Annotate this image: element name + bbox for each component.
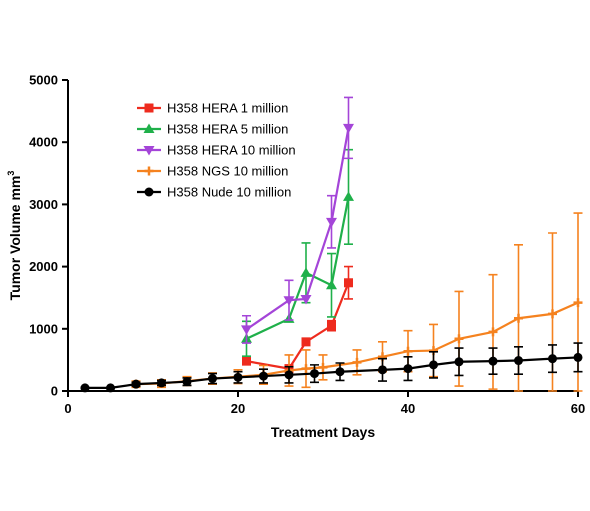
legend-item: H358 HERA 10 million xyxy=(137,143,296,158)
series xyxy=(80,342,583,393)
axes: 0 1000 2000 3000 4000 5000 0 20 40 60 xyxy=(29,73,585,417)
data-point xyxy=(548,309,557,319)
y-axis-title: Tumor Volume mm3 xyxy=(6,171,23,301)
x-tick-label: 40 xyxy=(401,401,415,416)
data-point xyxy=(573,352,583,362)
data-point xyxy=(429,360,438,370)
data-point xyxy=(514,356,523,366)
data-point xyxy=(144,103,154,113)
data-point xyxy=(182,377,192,387)
series xyxy=(241,148,354,357)
data-point xyxy=(378,365,387,375)
legend-label: H358 HERA 5 million xyxy=(167,122,288,137)
data-point xyxy=(573,298,583,308)
data-point xyxy=(283,296,295,306)
data-point xyxy=(343,191,354,201)
data-point xyxy=(157,378,166,388)
data-point xyxy=(131,379,141,389)
legend-label: H358 HERA 10 million xyxy=(167,143,296,158)
data-point xyxy=(403,346,413,356)
data-point xyxy=(233,372,243,382)
y-tick-label: 0 xyxy=(51,384,58,399)
data-point xyxy=(344,278,353,288)
data-point xyxy=(300,267,312,277)
legend-item: H358 HERA 1 million xyxy=(137,101,288,116)
x-tick-label: 20 xyxy=(231,401,245,416)
data-point xyxy=(144,187,154,197)
data-point xyxy=(300,294,312,305)
x-tick-label: 0 xyxy=(64,401,71,416)
legend: H358 HERA 1 million H358 HERA 5 million H3… xyxy=(137,101,296,200)
data-point xyxy=(488,356,498,366)
legend-item: H358 Nude 10 million xyxy=(137,185,291,200)
data-point xyxy=(327,321,336,331)
y-ticks: 0 1000 2000 3000 4000 5000 xyxy=(29,73,68,399)
data-point xyxy=(318,362,328,372)
legend-item: H358 HERA 5 million xyxy=(137,122,288,137)
series xyxy=(241,96,354,344)
legend-label: H358 NGS 10 million xyxy=(167,164,288,179)
x-axis-title: Treatment Days xyxy=(271,424,375,440)
legend-item: H358 NGS 10 million xyxy=(137,164,288,179)
data-point xyxy=(548,354,557,364)
data-point xyxy=(284,370,294,380)
series-layer xyxy=(80,96,583,393)
data-point xyxy=(335,367,345,377)
data-point xyxy=(352,357,362,367)
data-point xyxy=(343,123,354,134)
series xyxy=(131,212,583,392)
y-tick-label: 4000 xyxy=(29,135,58,150)
data-point xyxy=(143,123,155,133)
data-point xyxy=(454,334,464,344)
y-axis-title-superscript: 3 xyxy=(6,171,16,176)
data-point xyxy=(403,364,413,374)
x-tick-label: 60 xyxy=(571,401,585,416)
y-axis-title-text: Tumor Volume mm xyxy=(7,176,23,301)
data-point xyxy=(454,357,464,367)
data-point xyxy=(208,374,217,384)
data-point xyxy=(310,369,319,379)
y-tick-label: 1000 xyxy=(29,321,58,336)
series-line xyxy=(245,127,350,331)
data-point xyxy=(326,217,337,228)
data-point xyxy=(106,383,115,393)
x-ticks: 0 20 40 60 xyxy=(64,391,585,416)
y-tick-label: 5000 xyxy=(29,73,58,88)
data-point xyxy=(80,383,90,393)
data-point xyxy=(241,325,252,335)
legend-label: H358 HERA 1 million xyxy=(167,101,288,116)
data-point xyxy=(144,166,154,176)
data-point xyxy=(301,337,311,347)
data-point xyxy=(301,364,311,374)
data-point xyxy=(326,279,337,290)
legend-label: H358 Nude 10 million xyxy=(167,185,291,200)
data-point xyxy=(514,313,523,323)
data-point xyxy=(259,371,268,381)
y-tick-label: 2000 xyxy=(29,259,58,274)
y-tick-label: 3000 xyxy=(29,197,58,212)
data-point xyxy=(143,146,155,156)
data-point xyxy=(488,327,498,337)
data-point xyxy=(242,356,251,366)
